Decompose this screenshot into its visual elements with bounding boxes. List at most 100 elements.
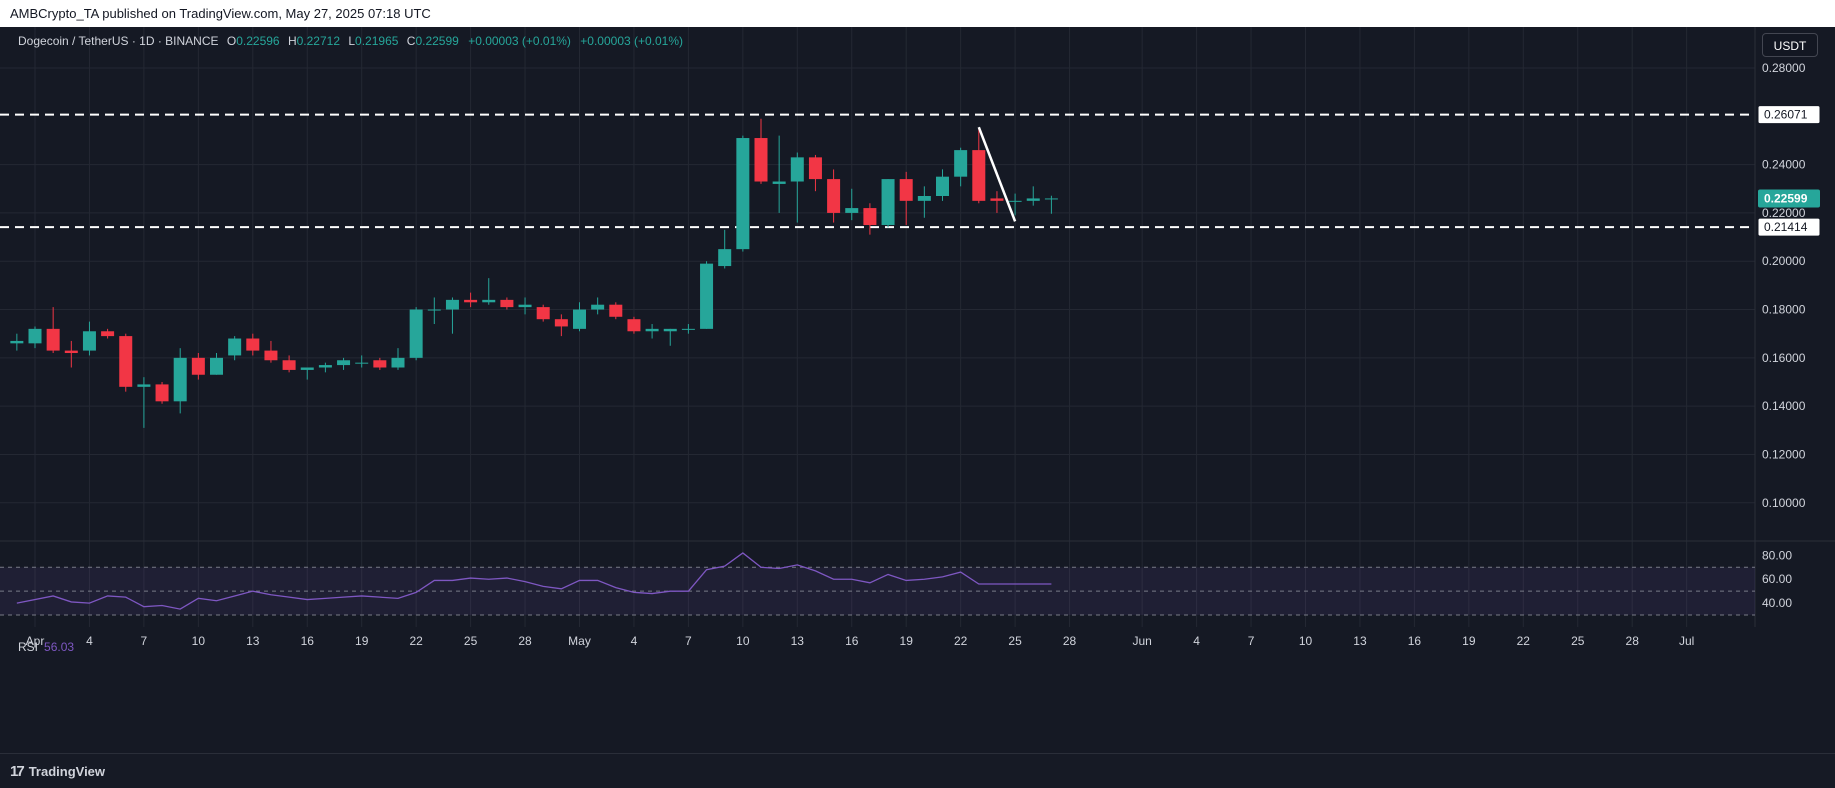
time-tick-label: 13 (791, 634, 805, 648)
candle-body (10, 341, 23, 343)
rsi-tick-label: 80.00 (1762, 548, 1792, 562)
tradingview-logo[interactable]: 17 TradingView (10, 763, 105, 780)
time-tick-label: 19 (355, 634, 369, 648)
price-tick-label: 0.20000 (1762, 254, 1806, 268)
high-value: 0.22712 (297, 34, 340, 48)
time-tick-label: 22 (409, 634, 423, 648)
candle-body (137, 384, 150, 386)
time-tick-label: 7 (141, 634, 148, 648)
rsi-tick-label: 60.00 (1762, 572, 1792, 586)
price-tick-label: 0.12000 (1762, 447, 1806, 461)
tradingview-brand: TradingView (29, 764, 105, 779)
candle-body (210, 358, 223, 375)
candle-body (392, 358, 405, 368)
candle-body (119, 336, 132, 387)
time-tick-label: 28 (1626, 634, 1640, 648)
time-tick-label: 4 (1193, 634, 1200, 648)
price-tick-label: 0.24000 (1762, 158, 1806, 172)
candle-body (228, 339, 241, 356)
candle-body (464, 300, 477, 302)
time-tick-label: 25 (464, 634, 478, 648)
time-tick-label: 10 (736, 634, 750, 648)
candle-body (83, 331, 96, 350)
candle-body (736, 138, 749, 249)
price-tick-label: 0.16000 (1762, 351, 1806, 365)
candle-body (246, 339, 259, 351)
candle-body (882, 179, 895, 225)
candle-body (791, 157, 804, 181)
candle-body (646, 329, 659, 331)
candle-body (827, 179, 840, 213)
candle-body (627, 319, 640, 331)
price-chart[interactable]: 0.280000.240000.220000.200000.180000.160… (0, 27, 1835, 753)
candle-body (428, 310, 441, 311)
time-tick-label: Jul (1679, 634, 1694, 648)
candle-body (990, 198, 1003, 200)
support-resistance-levels (0, 115, 1755, 227)
candle-body (446, 300, 459, 310)
candle-body (954, 150, 967, 177)
time-tick-label: 16 (301, 634, 315, 648)
candle-body (591, 305, 604, 310)
time-tick-label: 10 (1299, 634, 1313, 648)
price-axis[interactable]: 0.280000.240000.220000.200000.180000.160… (1758, 61, 1820, 610)
rsi-panel (0, 553, 1755, 615)
time-tick-label: 7 (1248, 634, 1255, 648)
candle-body (918, 196, 931, 201)
change-value: +0.00003 (+0.01%) (468, 34, 571, 48)
change-value-2: +0.00003 (+0.01%) (580, 34, 683, 48)
candle-body (174, 358, 187, 401)
time-tick-label: 4 (631, 634, 638, 648)
candle-body (573, 310, 586, 329)
price-tick-label: 0.28000 (1762, 61, 1806, 75)
candle-body (1009, 201, 1022, 202)
time-tick-label: 16 (845, 634, 859, 648)
candle-body (410, 310, 423, 358)
symbol-title: Dogecoin / TetherUS · 1D · BINANCE (18, 34, 219, 48)
candle-body (264, 351, 277, 361)
candle-body (537, 307, 550, 319)
level-price-label: 0.26071 (1764, 108, 1808, 122)
grid-lines (0, 27, 1835, 627)
candle-body (283, 360, 296, 370)
rsi-tick-label: 40.00 (1762, 596, 1792, 610)
candle-body (682, 329, 695, 330)
candle-body (373, 360, 386, 367)
time-tick-label: 10 (192, 634, 206, 648)
time-tick-label: 19 (1462, 634, 1476, 648)
time-tick-label: 22 (954, 634, 968, 648)
time-tick-label: 28 (1063, 634, 1077, 648)
symbol-legend: Dogecoin / TetherUS · 1D · BINANCE O0.22… (18, 34, 683, 48)
tradingview-logo-icon: 17 (10, 763, 23, 780)
candle-body (863, 208, 876, 225)
candle-body (500, 300, 513, 307)
candle-body (29, 329, 42, 343)
time-tick-label: 28 (518, 634, 532, 648)
candle-body (1045, 198, 1058, 199)
candle-body (301, 368, 314, 370)
candle-body (755, 138, 768, 181)
close-value: 0.22599 (415, 34, 458, 48)
candle-body (156, 384, 169, 401)
candle-body (718, 249, 731, 266)
time-tick-label: 13 (1353, 634, 1367, 648)
time-tick-label: 25 (1571, 634, 1585, 648)
candle-body (192, 358, 205, 375)
candle-body (319, 365, 332, 367)
candle-body (519, 305, 532, 307)
candle-body (101, 331, 114, 336)
candle-body (700, 264, 713, 329)
currency-button[interactable]: USDT (1762, 33, 1818, 57)
candle-body (773, 182, 786, 184)
candle-body (1027, 198, 1040, 200)
time-tick-label: 19 (900, 634, 914, 648)
rsi-value: 56.03 (44, 640, 74, 654)
candle-body (972, 150, 985, 201)
time-tick-label: 7 (685, 634, 692, 648)
candle-body (900, 179, 913, 201)
low-value: 0.21965 (355, 34, 398, 48)
candle-body (936, 177, 949, 196)
candle-body (337, 360, 350, 365)
